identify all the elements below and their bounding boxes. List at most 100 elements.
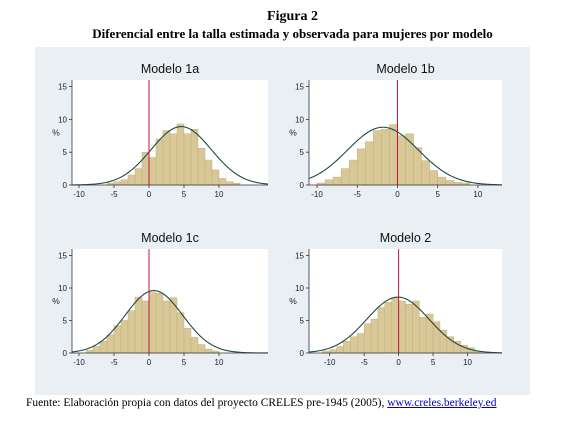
histogram-bar — [162, 300, 171, 354]
histogram-bar — [413, 147, 422, 186]
histogram-bar — [412, 300, 420, 354]
histogram-bar — [190, 128, 199, 186]
histogram-bar — [120, 179, 129, 186]
x-tick-label: 5 — [182, 190, 187, 199]
histogram-bar — [169, 133, 178, 186]
chart-panel-4: Modelo 2 0 5 10 15% -10 -5 0 5 10 — [289, 231, 503, 367]
y-tick-label: 15 — [295, 83, 304, 92]
histogram-bar — [398, 300, 406, 354]
histogram-bar — [218, 178, 227, 186]
y-tick-label: 10 — [58, 115, 67, 124]
histogram-bar — [363, 323, 372, 354]
y-axis-label: % — [289, 296, 297, 306]
x-tick-label: 0 — [147, 358, 152, 367]
histogram-bar — [365, 141, 374, 186]
y-tick-label: 15 — [295, 252, 304, 261]
panel-title: Modelo 1a — [141, 62, 199, 76]
histogram-bar — [343, 341, 351, 354]
y-tick-label: 0 — [300, 349, 305, 358]
histogram-bar — [373, 130, 382, 186]
x-tick-label: -10 — [311, 190, 323, 199]
normal-curve — [308, 296, 503, 354]
x-tick-label: -5 — [110, 190, 118, 199]
histogram-bar — [183, 328, 192, 354]
panel-title: Modelo 1c — [141, 231, 199, 245]
histogram-bar — [155, 292, 164, 354]
histogram-bar — [384, 302, 392, 354]
x-tick-label: -5 — [110, 358, 118, 367]
histogram-bar — [421, 160, 430, 186]
histogram-bar — [381, 128, 390, 186]
histogram-bar — [336, 346, 344, 354]
y-tick-label: 5 — [300, 148, 305, 157]
y-tick-label: 0 — [300, 181, 305, 190]
histogram-bar — [183, 133, 192, 186]
x-tick-label: 5 — [182, 358, 187, 367]
histogram-bar — [377, 307, 386, 354]
histogram-bar — [148, 292, 157, 354]
histogram-bar — [429, 170, 438, 186]
histogram-bar — [176, 312, 185, 354]
panel-title: Modelo 2 — [380, 231, 431, 245]
x-tick-label: 10 — [463, 358, 472, 367]
y-axis-label: % — [52, 296, 60, 306]
y-axis-label: % — [52, 128, 60, 138]
histogram-bar — [197, 344, 206, 354]
chart-panel-1: Modelo 1a 0 5 10 15% -10 -5 0 5 10 — [52, 62, 269, 199]
source-text: Fuente: Elaboración propia con datos del… — [26, 397, 385, 409]
y-tick-label: 5 — [300, 317, 305, 326]
histogram-bar — [370, 318, 379, 354]
chart-panel-3: Modelo 1c 0 5 10 15% -10 -5 0 5 10 — [52, 231, 269, 367]
histogram-bar — [155, 138, 164, 186]
y-tick-label: 10 — [295, 115, 304, 124]
histogram-bar — [113, 181, 122, 186]
source-link[interactable]: www.creles.berkeley.ed — [387, 397, 497, 409]
histogram-bar — [134, 296, 143, 354]
histogram-bar — [127, 174, 136, 186]
histogram-bar — [419, 317, 427, 354]
histogram-bar — [134, 168, 143, 186]
histogram-bar — [397, 135, 406, 186]
y-tick-label: 15 — [58, 252, 67, 261]
y-tick-label: 0 — [63, 349, 68, 358]
y-axis-label: % — [289, 128, 297, 138]
histogram-bar — [204, 159, 213, 186]
histogram-bar — [148, 157, 157, 186]
x-tick-label: -10 — [73, 190, 85, 199]
y-tick-label: 10 — [58, 284, 67, 293]
histogram-bar — [332, 176, 342, 186]
histogram-bar — [99, 341, 108, 354]
panel-title: Modelo 1b — [376, 62, 434, 76]
histogram-bar — [190, 337, 199, 354]
histogram-bar — [211, 169, 220, 186]
figure-title: Figura 2 — [267, 9, 318, 24]
histogram-bar — [204, 348, 213, 354]
histogram-bar — [113, 325, 122, 354]
histogram-bar — [437, 176, 446, 186]
chart-panel-2: Modelo 1b 0 5 10 15% -10 -5 0 5 10 — [289, 62, 503, 199]
x-tick-label: 5 — [431, 358, 436, 367]
y-tick-label: 0 — [63, 181, 68, 190]
histogram-bar — [324, 179, 334, 186]
histogram-bar — [357, 333, 365, 354]
y-tick-label: 15 — [58, 83, 67, 92]
x-tick-label: -10 — [324, 358, 336, 367]
histogram-bar — [162, 130, 171, 186]
histogram-bar — [389, 124, 398, 186]
histogram-bar — [176, 123, 185, 186]
x-tick-label: 10 — [473, 190, 482, 199]
x-tick-label: -10 — [73, 358, 85, 367]
histogram-bar — [106, 334, 115, 354]
x-tick-label: -5 — [354, 190, 362, 199]
x-tick-label: 10 — [215, 190, 224, 199]
histogram-bar — [141, 151, 150, 186]
normal-curve — [308, 126, 503, 186]
y-tick-label: 5 — [63, 317, 68, 326]
x-tick-label: -5 — [361, 358, 369, 367]
source-note: Fuente: Elaboración propia con datos del… — [26, 397, 497, 409]
histogram-bar — [445, 180, 455, 186]
histogram-bar — [141, 300, 150, 354]
normal-curve — [71, 126, 269, 186]
x-tick-label: 5 — [435, 190, 440, 199]
